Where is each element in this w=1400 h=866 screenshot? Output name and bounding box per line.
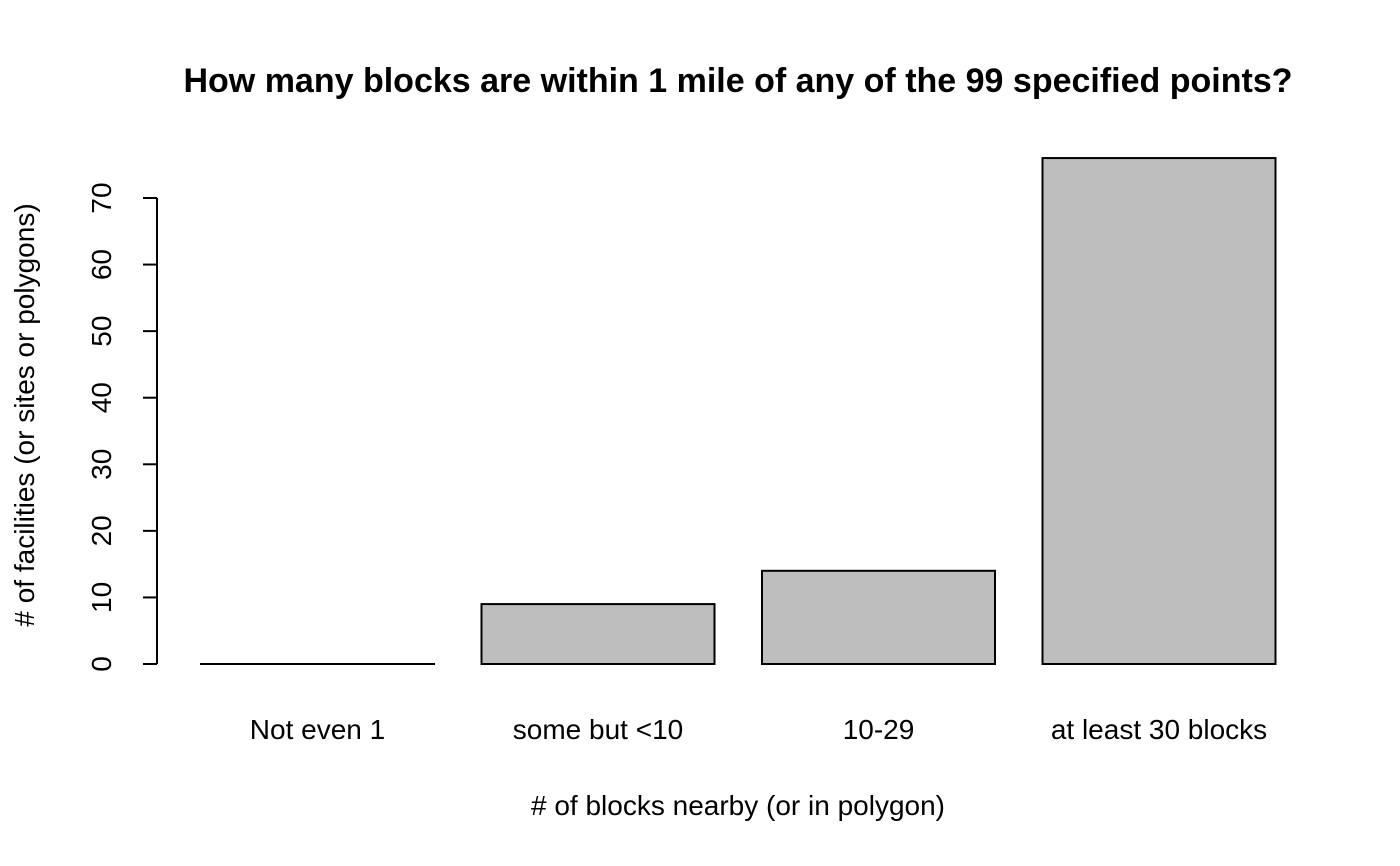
x-axis-label: # of blocks nearby (or in polygon) bbox=[531, 790, 945, 821]
bar bbox=[761, 569, 996, 665]
chart-title: How many blocks are within 1 mile of any… bbox=[183, 62, 1292, 100]
x-tick-label: some but <10 bbox=[513, 714, 683, 745]
y-tick-label: 10 bbox=[86, 582, 117, 613]
y-tick-label: 70 bbox=[86, 182, 117, 213]
y-tick-label: 60 bbox=[86, 249, 117, 280]
y-tick-label: 0 bbox=[86, 656, 117, 672]
y-tick-label: 50 bbox=[86, 316, 117, 347]
y-tick-label: 40 bbox=[86, 382, 117, 413]
x-tick-label: Not even 1 bbox=[250, 714, 385, 745]
bar bbox=[480, 603, 716, 665]
x-tick-labels: Not even 1 some but <10 10-29 at least 30 b… bbox=[250, 714, 1267, 745]
y-axis: 0 10 20 30 40 50 60 70 bbox=[86, 182, 158, 672]
y-axis-label: # of facilities (or sites or polygons) bbox=[9, 203, 40, 626]
x-tick-label: at least 30 blocks bbox=[1051, 714, 1267, 745]
y-tick-label: 30 bbox=[86, 449, 117, 480]
x-tick-label: 10-29 bbox=[843, 714, 915, 745]
bar bbox=[1041, 157, 1277, 666]
y-tick-label: 20 bbox=[86, 515, 117, 546]
bars bbox=[200, 157, 1277, 666]
